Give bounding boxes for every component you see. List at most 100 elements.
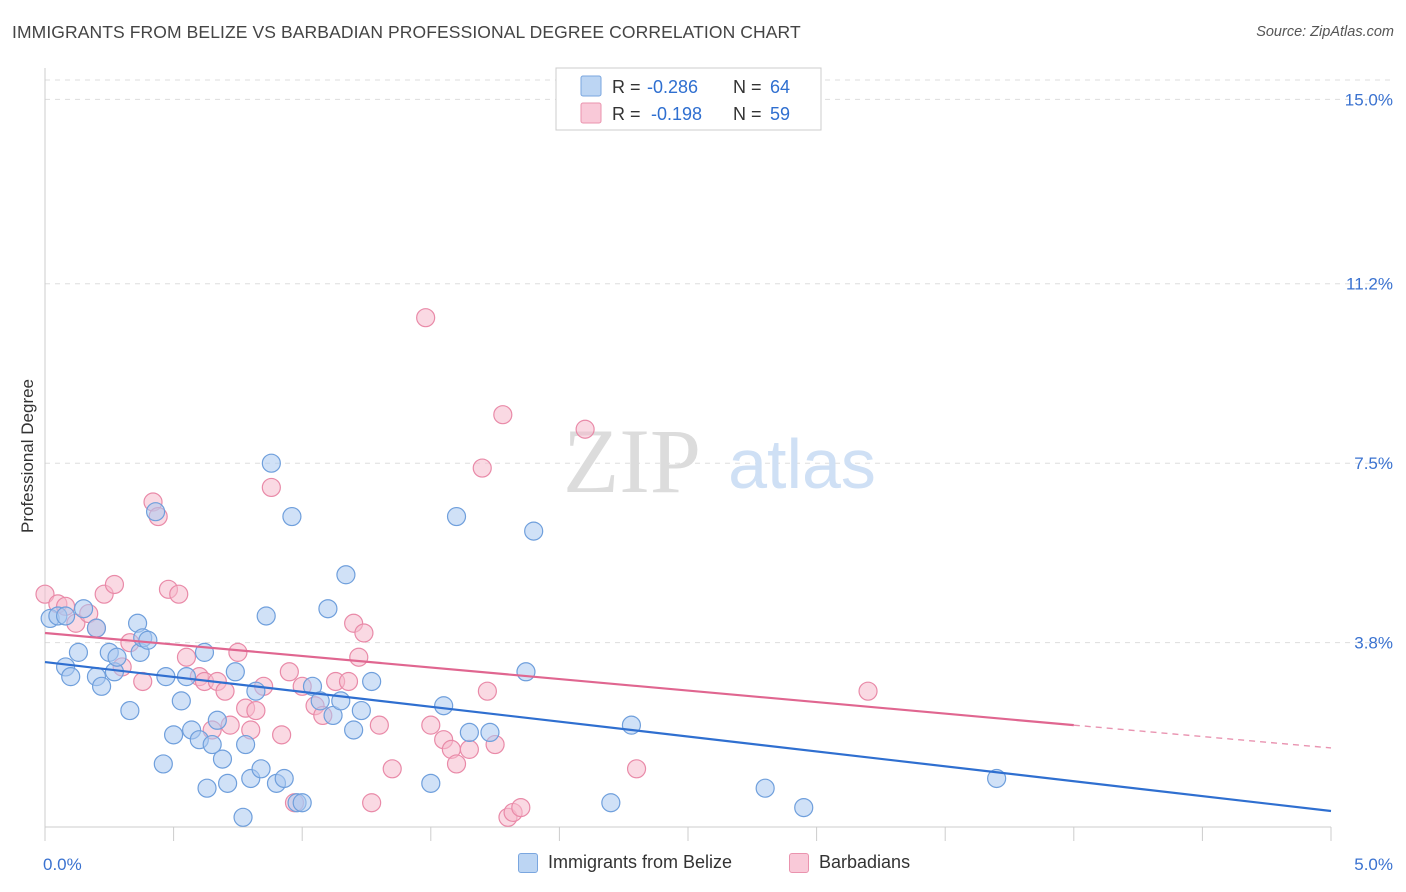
belize-point [292, 793, 312, 813]
top-legend: R = -0.286 N = 64 R = -0.198 N = 59 [555, 67, 822, 131]
y-axis-label: Professional Degree [18, 379, 37, 533]
legend-label-barbadians: Barbadians [819, 852, 911, 872]
belize-point [524, 521, 544, 541]
chart-title: IMMIGRANTS FROM BELIZE VS BARBADIAN PROF… [12, 22, 801, 42]
barbadians-point [279, 662, 299, 682]
barbadians-point [104, 574, 125, 595]
belize-point [61, 667, 81, 687]
legend-swatch-barbadians-bottom [789, 852, 809, 873]
y-tick-label: 3.8% [1354, 634, 1393, 653]
belize-point [91, 676, 112, 696]
barbadians-point [382, 759, 402, 779]
belize-point [261, 453, 281, 473]
belize-point [68, 642, 89, 662]
barbadians-point [261, 477, 281, 498]
legend-n-label-belize: N = [733, 77, 762, 97]
belize-point [145, 502, 166, 522]
belize-point [344, 720, 364, 740]
belize-point [153, 754, 173, 774]
belize-point [251, 759, 271, 779]
barbadians-point [369, 715, 389, 735]
belize-point [138, 630, 158, 650]
legend-swatch-barbadians [580, 102, 602, 124]
legend-n-value-barbadians: 59 [770, 104, 790, 124]
belize-point [362, 671, 382, 692]
barbadians-points [35, 308, 878, 827]
barbadians-trend-extension [1073, 724, 1332, 749]
barbadians-point [176, 647, 197, 667]
barbadians-point [575, 419, 595, 439]
legend-label-belize: Immigrants from Belize [548, 852, 733, 872]
legend-r-value-barbadians: -0.198 [651, 104, 702, 124]
barbadians-point [626, 759, 647, 779]
y-tick-label: 7.5% [1354, 454, 1393, 473]
belize-point [55, 606, 76, 626]
belize-point [459, 722, 479, 743]
x-tick-label: 0.0% [43, 855, 82, 874]
belize-point [107, 647, 127, 667]
belize-point [86, 618, 107, 638]
barbadians-point [459, 739, 479, 759]
barbadians-trend-line [44, 631, 1074, 727]
belize-point [212, 749, 233, 769]
belize-point [421, 773, 441, 793]
belize-point [480, 722, 500, 743]
y-tick-label: 15.0% [1345, 90, 1393, 109]
legend-n-value-belize: 64 [770, 77, 790, 97]
belize-point [274, 768, 294, 789]
barbadians-point [169, 584, 189, 604]
belize-point [434, 696, 454, 716]
source-label: Source: ZipAtlas.com [1256, 24, 1394, 40]
barbadians-point [416, 308, 436, 328]
belize-point [202, 734, 222, 755]
barbadians-point [35, 584, 55, 604]
barbadians-point [858, 681, 878, 701]
legend-r-label-barbadians: R = [612, 104, 641, 124]
barbadians-point [421, 715, 441, 735]
belize-point [218, 773, 238, 793]
belize-point [516, 662, 536, 682]
legend-item-barbadians: Barbadians [789, 852, 910, 873]
belize-trend-line [44, 660, 1332, 813]
legend-item-belize: Immigrants from Belize [518, 852, 732, 873]
barbadians-point [362, 793, 382, 813]
belize-point [446, 506, 467, 527]
belize-point [171, 691, 191, 711]
barbadians-point [272, 725, 292, 745]
belize-point [351, 700, 371, 721]
belize-point [120, 700, 140, 721]
barbadians-point [215, 681, 235, 701]
x-tick-label: 5.0% [1354, 855, 1393, 874]
belize-point [236, 734, 256, 755]
belize-point [282, 506, 302, 527]
tick-labels: 3.8% 7.5% 11.2% 15.0% 0.0% 5.0% [43, 90, 1393, 874]
belize-points [40, 453, 1007, 827]
belize-point [755, 778, 775, 798]
legend-r-value-belize: -0.286 [647, 77, 698, 97]
barbadians-point [493, 405, 513, 425]
barbadians-point [246, 700, 266, 721]
belize-point [225, 662, 245, 682]
trend-lines [44, 631, 1332, 813]
belize-point [794, 797, 814, 818]
belize-point [601, 793, 621, 813]
barbadians-point [228, 642, 248, 662]
belize-point [256, 606, 276, 626]
belize-point [336, 565, 356, 585]
legend-r-label-belize: R = [612, 77, 641, 97]
belize-point [310, 691, 330, 711]
barbadians-point [511, 797, 531, 818]
belize-point [164, 725, 184, 745]
barbadians-point [472, 458, 492, 478]
barbadians-point [338, 671, 359, 692]
axes-layer [44, 68, 1332, 841]
watermark-atlas: atlas [728, 425, 876, 503]
y-tick-label: 11.2% [1346, 275, 1393, 294]
belize-point [197, 778, 217, 798]
barbadians-point [446, 754, 467, 774]
legend-n-label-barbadians: N = [733, 104, 762, 124]
barbadians-point [477, 681, 497, 701]
legend-swatch-belize [580, 75, 602, 97]
belize-point [987, 768, 1007, 789]
